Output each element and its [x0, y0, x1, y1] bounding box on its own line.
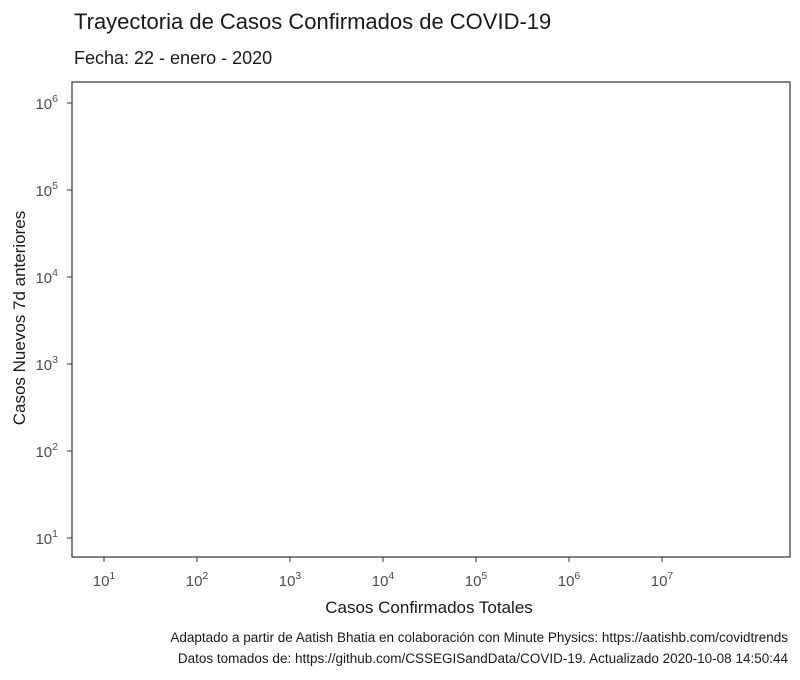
y-tick-label: 103 [35, 354, 58, 374]
y-tick-label: 105 [35, 180, 58, 200]
x-axis-ticks: 101 102 103 104 105 106 107 [93, 557, 674, 590]
caption-line-1: Adaptado a partir de Aatish Bhatia en co… [170, 630, 788, 645]
chart-title: Trayectoria de Casos Confirmados de COVI… [74, 9, 552, 34]
y-axis-ticks: 101 102 103 104 105 106 [35, 93, 72, 548]
x-tick-label: 105 [465, 570, 488, 590]
plot-panel-border [71, 81, 791, 558]
x-axis-label: Casos Confirmados Totales [325, 598, 533, 617]
caption-line-2: Datos tomados de: https://github.com/CSS… [177, 651, 788, 666]
x-tick-label: 101 [93, 570, 116, 590]
x-tick-label: 107 [651, 570, 674, 590]
x-tick-label: 106 [558, 570, 581, 590]
chart-subtitle: Fecha: 22 - enero - 2020 [74, 48, 273, 68]
x-tick-label: 102 [186, 570, 209, 590]
y-axis-label: Casos Nuevos 7d anteriores [10, 210, 29, 426]
x-tick-label: 104 [372, 570, 395, 590]
y-tick-label: 102 [35, 441, 58, 461]
y-tick-label: 106 [35, 93, 58, 113]
y-tick-label: 104 [35, 267, 58, 287]
y-tick-label: 101 [35, 528, 58, 548]
x-tick-label: 103 [279, 570, 302, 590]
